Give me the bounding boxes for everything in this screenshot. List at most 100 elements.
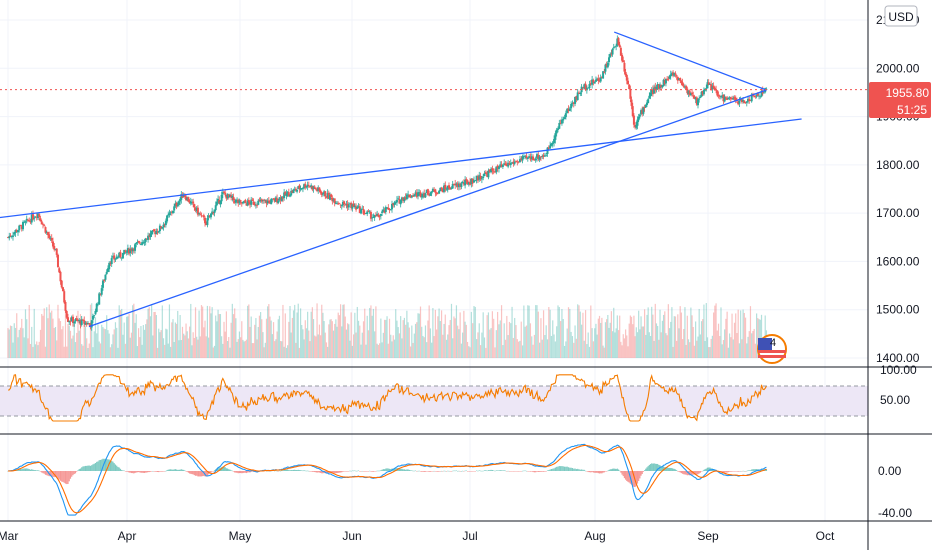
volume-bar [625, 329, 627, 358]
macd-hist-bar [738, 471, 741, 472]
volume-bar [422, 335, 424, 358]
volume-bar [649, 335, 652, 358]
trendline[interactable] [0, 118, 802, 219]
macd-hist-bar [596, 471, 598, 473]
volume-bar [264, 342, 266, 358]
price-axis-labels[interactable]: 1400.001500.001600.001700.001800.001900.… [876, 13, 920, 365]
candle-body [28, 220, 31, 222]
volume-bar [261, 319, 263, 358]
price-pane[interactable] [0, 19, 868, 359]
volume-bar [130, 332, 133, 358]
trendlines[interactable] [0, 31, 802, 328]
volume-bar [483, 337, 486, 358]
volume-bar [347, 323, 349, 358]
macd-hist-bar [309, 471, 311, 472]
macd-hist-bar [659, 465, 661, 471]
candle-body [158, 225, 161, 232]
volume-bar [78, 330, 80, 358]
candle-body [327, 192, 330, 199]
candle-body [155, 231, 158, 235]
macd-hist-bar [588, 471, 591, 473]
candle-body [718, 95, 721, 97]
candle-body [180, 194, 183, 200]
macd-hist-bar [211, 471, 213, 472]
macd-hist-bar [304, 470, 306, 472]
macd-hist-bar [460, 470, 462, 472]
macd-hist-bar [490, 469, 492, 471]
candle-body [231, 195, 234, 198]
candle-body [15, 229, 18, 232]
us-flag-event-icon[interactable]: 4 [757, 334, 787, 364]
macd-hist-bar [121, 469, 123, 471]
candle-body [132, 248, 135, 251]
candle-body [478, 175, 481, 180]
macd-hist-bar [529, 471, 532, 472]
currency-badge[interactable]: USD [884, 5, 918, 27]
macd-hist-bar [217, 467, 219, 471]
macd-hist-bar [251, 471, 253, 472]
macd-hist-bar [117, 466, 119, 471]
candle-body [386, 207, 389, 209]
candle-body [14, 230, 17, 234]
macd-hist-bar [109, 460, 112, 471]
macd-hist-bar [698, 471, 700, 474]
candle-body [150, 230, 153, 235]
macd-hist-bar [531, 471, 533, 472]
candle-body [338, 203, 341, 204]
volume-bar [196, 336, 198, 358]
macd-hist-bar [299, 470, 302, 471]
macd-axis-labels[interactable]: 0.00-40.00 [878, 464, 912, 520]
macd-hist-bar [243, 471, 245, 473]
macd-hist-bar [735, 471, 737, 472]
macd-hist-bar [702, 470, 704, 472]
candle-body [364, 213, 367, 214]
trendline[interactable] [613, 31, 767, 91]
macd-hist-bar [181, 469, 184, 471]
volume-bar [183, 333, 185, 358]
volume-bar [735, 313, 737, 358]
volume-bar [595, 323, 597, 358]
candle-body [449, 187, 452, 190]
macd-hist-bar [689, 471, 691, 476]
candle-body [430, 191, 433, 194]
candle-body [679, 77, 682, 82]
volume-bar [121, 308, 123, 358]
volume-bar [619, 315, 621, 358]
macd-hist-bar [607, 470, 609, 472]
volume-bar [680, 312, 682, 358]
volume-bar [76, 332, 78, 358]
macd-hist-bar [429, 471, 432, 472]
candle-body [18, 225, 21, 231]
candle-body [40, 221, 43, 225]
trendline[interactable] [88, 89, 767, 328]
macd-hist-bar [234, 471, 236, 473]
macd-hist-bar [224, 467, 226, 471]
volume-bar [715, 303, 717, 358]
volume-bar [308, 330, 310, 358]
candle-body [118, 252, 121, 258]
macd-hist-bar [679, 471, 681, 473]
volume-bar [314, 335, 316, 358]
volume-bar [237, 339, 239, 358]
macd-hist-bar [615, 468, 617, 471]
macd-hist-bar [444, 470, 446, 472]
volume-bar [11, 326, 13, 358]
volume-bar [529, 323, 532, 358]
macd-hist-bar [356, 470, 358, 472]
macd-pane[interactable] [7, 443, 768, 516]
candle-body [507, 162, 510, 167]
macd-hist-bar [657, 463, 659, 471]
macd-hist-bar [652, 463, 654, 471]
volume-bar [447, 334, 449, 358]
rsi-pane[interactable] [0, 373, 868, 422]
volume-bar [652, 314, 654, 358]
time-axis-labels[interactable]: Mar Apr May Jun Jul Aug Sep Oct [0, 529, 835, 543]
volume-bar [164, 344, 166, 358]
volume-bar [490, 328, 492, 358]
macd-hist-bar [29, 469, 32, 471]
candle-body [707, 82, 710, 85]
volume-bar [287, 345, 289, 358]
volume-bar [126, 316, 128, 358]
